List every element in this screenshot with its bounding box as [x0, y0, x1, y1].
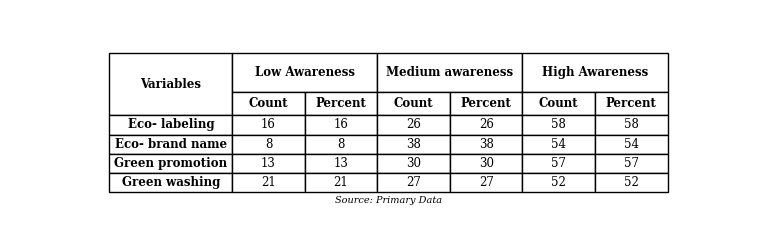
Text: 26: 26 — [479, 118, 493, 132]
Bar — [522, 173, 595, 192]
Bar — [377, 116, 449, 134]
Text: Count: Count — [249, 97, 288, 110]
Bar — [522, 154, 595, 173]
Text: 30: 30 — [406, 156, 421, 170]
Bar — [595, 173, 668, 192]
Text: 21: 21 — [334, 176, 349, 189]
Bar — [595, 92, 668, 116]
Bar — [522, 134, 595, 154]
Bar — [449, 173, 522, 192]
Bar — [595, 154, 668, 173]
Bar — [305, 134, 377, 154]
Text: Green washing: Green washing — [121, 176, 220, 189]
Bar — [522, 92, 595, 116]
Bar — [377, 154, 449, 173]
Bar — [232, 134, 305, 154]
Text: 38: 38 — [406, 138, 421, 150]
Bar — [449, 154, 522, 173]
Bar — [305, 92, 377, 116]
Text: 8: 8 — [265, 138, 272, 150]
Bar — [232, 116, 305, 134]
Text: 52: 52 — [624, 176, 639, 189]
Text: 27: 27 — [479, 176, 493, 189]
Text: 54: 54 — [624, 138, 639, 150]
Bar — [109, 134, 232, 154]
Bar — [232, 154, 305, 173]
Bar — [377, 134, 449, 154]
Bar — [305, 154, 377, 173]
Bar — [232, 53, 377, 92]
Text: Percent: Percent — [315, 97, 366, 110]
Text: 21: 21 — [261, 176, 276, 189]
Bar — [449, 116, 522, 134]
Bar — [377, 173, 449, 192]
Text: Percent: Percent — [606, 97, 656, 110]
Text: 13: 13 — [261, 156, 276, 170]
Bar — [595, 134, 668, 154]
Text: 16: 16 — [261, 118, 276, 132]
Text: Variables: Variables — [140, 78, 202, 91]
Bar — [109, 53, 232, 116]
Text: Eco- brand name: Eco- brand name — [114, 138, 227, 150]
Bar — [109, 173, 232, 192]
Text: Eco- labeling: Eco- labeling — [127, 118, 215, 132]
Text: Count: Count — [539, 97, 578, 110]
Text: 13: 13 — [334, 156, 349, 170]
Text: Medium awareness: Medium awareness — [387, 66, 513, 79]
Text: Count: Count — [393, 97, 434, 110]
Text: 26: 26 — [406, 118, 421, 132]
Text: Source: Primary Data: Source: Primary Data — [335, 196, 442, 204]
Bar — [232, 92, 305, 116]
Text: 27: 27 — [406, 176, 421, 189]
Text: 57: 57 — [624, 156, 639, 170]
Text: 58: 58 — [551, 118, 566, 132]
Bar — [449, 92, 522, 116]
Text: 38: 38 — [479, 138, 493, 150]
Text: High Awareness: High Awareness — [542, 66, 648, 79]
Text: 8: 8 — [337, 138, 345, 150]
Bar — [522, 53, 668, 92]
Text: Green promotion: Green promotion — [114, 156, 227, 170]
Bar — [377, 53, 522, 92]
Bar — [595, 116, 668, 134]
Bar — [305, 173, 377, 192]
Text: 57: 57 — [551, 156, 566, 170]
Text: 16: 16 — [334, 118, 349, 132]
Text: 52: 52 — [551, 176, 566, 189]
Bar — [232, 173, 305, 192]
Text: 58: 58 — [624, 118, 639, 132]
Bar — [377, 92, 449, 116]
Text: Low Awareness: Low Awareness — [255, 66, 355, 79]
Bar — [109, 154, 232, 173]
Bar — [522, 116, 595, 134]
Bar — [305, 116, 377, 134]
Bar — [449, 134, 522, 154]
Bar — [109, 116, 232, 134]
Text: 30: 30 — [478, 156, 493, 170]
Text: 54: 54 — [551, 138, 566, 150]
Text: Percent: Percent — [461, 97, 512, 110]
